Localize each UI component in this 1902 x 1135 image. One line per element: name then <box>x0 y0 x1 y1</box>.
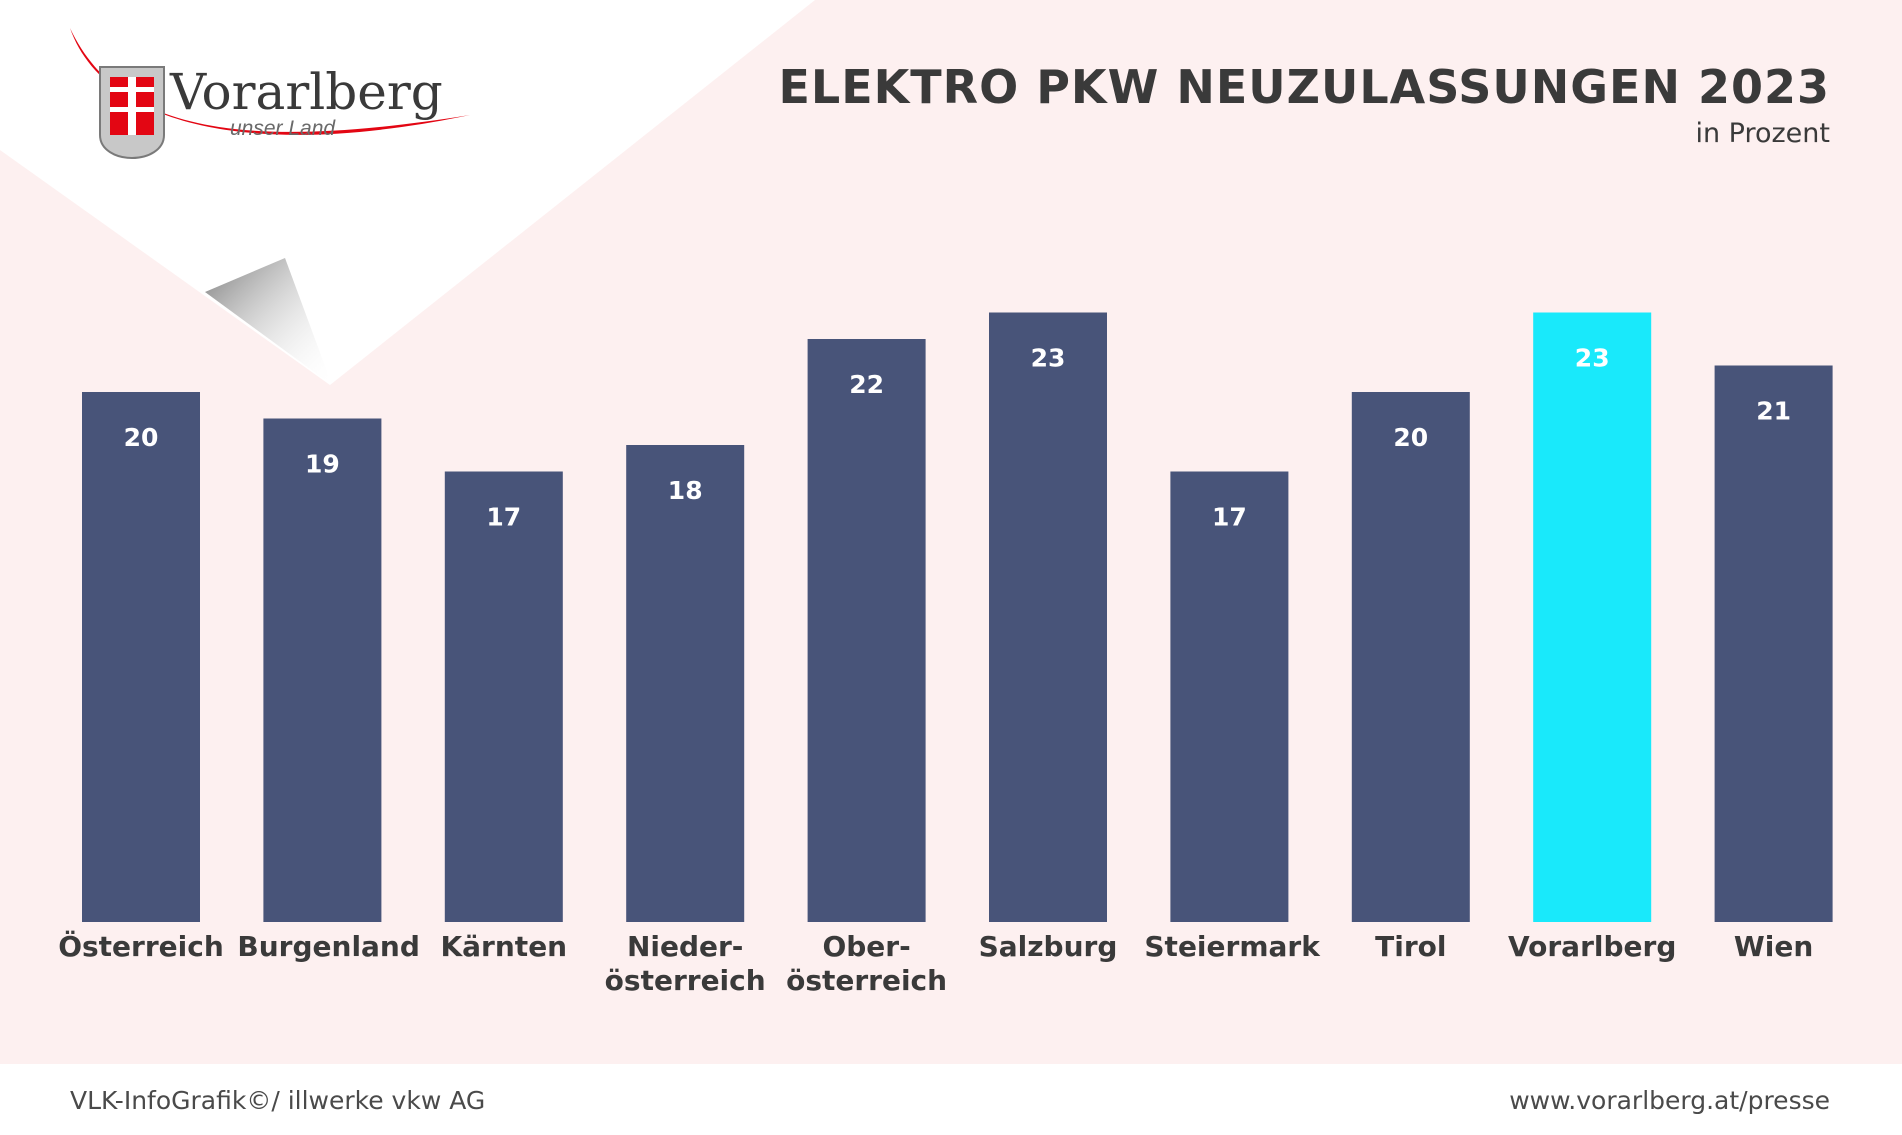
category-label: Österreich <box>58 930 224 963</box>
bar <box>1170 471 1289 922</box>
data-label: 19 <box>305 450 340 479</box>
footer: VLK-InfoGrafik©/ illwerke vkw AG www.vor… <box>0 1064 1902 1135</box>
bar <box>1351 392 1470 922</box>
chart-title: ELEKTRO PKW NEUZULASSUNGEN 2023 <box>778 60 1830 114</box>
category-label: Tirol <box>1375 930 1447 963</box>
data-label: 20 <box>1393 423 1428 452</box>
infographic: Vorarlberg unser Land ELEKTRO PKW NEUZUL… <box>0 0 1902 1064</box>
category-label: Wien <box>1733 930 1814 963</box>
category-label: Salzburg <box>978 930 1118 963</box>
footer-url: www.vorarlberg.at/presse <box>1509 1086 1830 1115</box>
data-label: 23 <box>1575 344 1610 373</box>
category-label: Kärnten <box>440 930 568 963</box>
data-label: 23 <box>1031 344 1066 373</box>
background-shadow <box>205 258 332 385</box>
bar <box>989 312 1107 922</box>
logo-graphic <box>70 28 470 160</box>
bar <box>444 471 563 922</box>
data-label: 21 <box>1756 397 1791 426</box>
data-label: 17 <box>1212 503 1247 532</box>
bar-chart: 20 19 17 18 22 23 17 20 23 21 <box>82 312 1833 922</box>
logo: Vorarlberg unser Land <box>60 25 480 175</box>
bar <box>82 392 200 922</box>
category-label: Burgenland <box>237 930 420 963</box>
category-label: Steiermark <box>1144 930 1320 963</box>
bar <box>626 445 745 922</box>
logo-wordmark: Vorarlberg <box>170 63 443 121</box>
bar <box>263 418 382 922</box>
category-label: Ober-österreich <box>786 930 948 997</box>
category-label: Nieder-österreich <box>604 930 766 997</box>
data-label: 17 <box>486 503 521 532</box>
bar <box>807 339 926 922</box>
data-label: 18 <box>668 476 703 505</box>
category-label: Vorarlberg <box>1508 930 1677 963</box>
bar <box>1533 312 1652 922</box>
data-label: 22 <box>849 370 884 399</box>
logo-tagline: unser Land <box>230 117 336 140</box>
footer-credit: VLK-InfoGrafik©/ illwerke vkw AG <box>70 1086 486 1115</box>
bar <box>1714 365 1833 922</box>
chart-subtitle: in Prozent <box>1695 118 1830 149</box>
data-label: 20 <box>124 423 159 452</box>
background-white-wedge <box>0 0 815 385</box>
